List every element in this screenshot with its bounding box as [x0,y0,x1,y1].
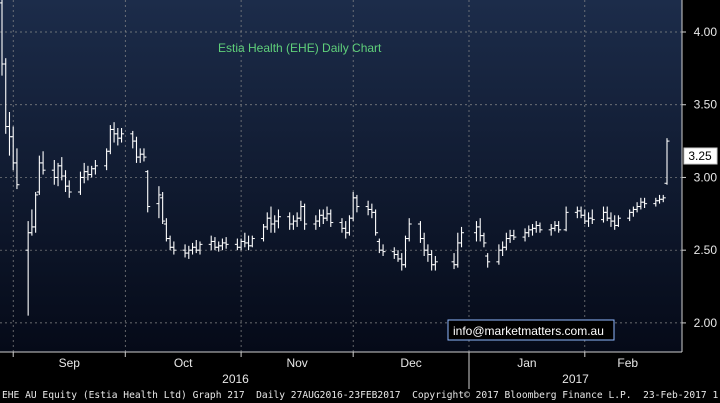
x-axis-ticks: Sep Oct Nov Dec Jan Feb 2016 2017 [12,352,638,389]
ohlc-bar [537,222,543,233]
y-tick-label: 2.00 [694,316,718,330]
ohlc-bar [145,170,151,213]
ohlc-bar [160,192,166,224]
ohlc-bar [119,128,125,143]
x-tick-label: Oct [174,356,193,370]
ohlc-bar [642,197,648,208]
ohlc-bar [354,194,360,213]
ohlc-bar [432,256,438,271]
ohlc-bar [66,180,72,198]
ohlc-bar [14,148,20,190]
watermark-box: info@marketmatters.com.au [447,319,615,341]
ohlc-bar [556,221,562,233]
ohlc-bar [664,138,670,185]
last-price-label: 3.25 [688,149,712,163]
ohlc-bar [302,203,308,230]
x-tick-label: Feb [617,356,638,370]
ohlc-bar [563,206,569,232]
x-tick-label: Dec [400,356,421,370]
ohlc-bar [223,237,229,249]
year-label: 2017 [562,372,589,386]
ohlc-bar [141,148,147,162]
ohlc-bar [33,192,39,233]
last-price-tag: 3.25 [683,147,718,165]
ohlc-bar [481,232,487,248]
ohlc-bar [660,194,666,203]
x-tick-label: Nov [286,356,307,370]
ohlc-bar [406,218,412,242]
ohlc-bar [485,253,491,268]
year-label: 2016 [222,372,249,386]
y-tick-label: 3.50 [694,98,718,112]
ohlc-bar [92,160,98,175]
grid [0,0,682,352]
ohlc-bar [249,235,255,248]
watermark-text: info@marketmatters.com.au [453,324,604,338]
y-tick-label: 3.00 [694,170,718,184]
ohlc-bar [511,229,517,240]
price-bars [0,0,670,316]
y-tick-label: 2.50 [694,243,718,257]
y-axis-ticks: 4.00 3.50 3.00 2.50 2.00 [682,25,717,330]
ohlc-bar [615,215,621,227]
y-tick-label: 4.00 [694,25,718,39]
ohlc-bar [380,244,386,256]
axes [0,0,683,353]
ohlc-bar [589,209,595,224]
ohlc-bar [373,209,379,236]
ohlc-bar [328,209,334,227]
ohlc-bar [171,241,177,255]
plot-area [0,0,682,352]
footer-info: EHE AU Equity (Estia Health Ltd) Graph 2… [2,390,718,401]
ohlc-bar [197,241,203,255]
ohlc-bar [459,226,465,248]
ohlc-bar [275,209,281,229]
x-tick-label: Jan [517,356,536,370]
chart-title: Estia Health (EHE) Daily Chart [218,41,382,55]
x-tick-label: Sep [59,356,81,370]
chart-canvas: Estia Health (EHE) Daily Chart info@mark… [0,0,718,389]
ohlc-bar [40,151,46,175]
ohlc-bar [156,186,162,219]
